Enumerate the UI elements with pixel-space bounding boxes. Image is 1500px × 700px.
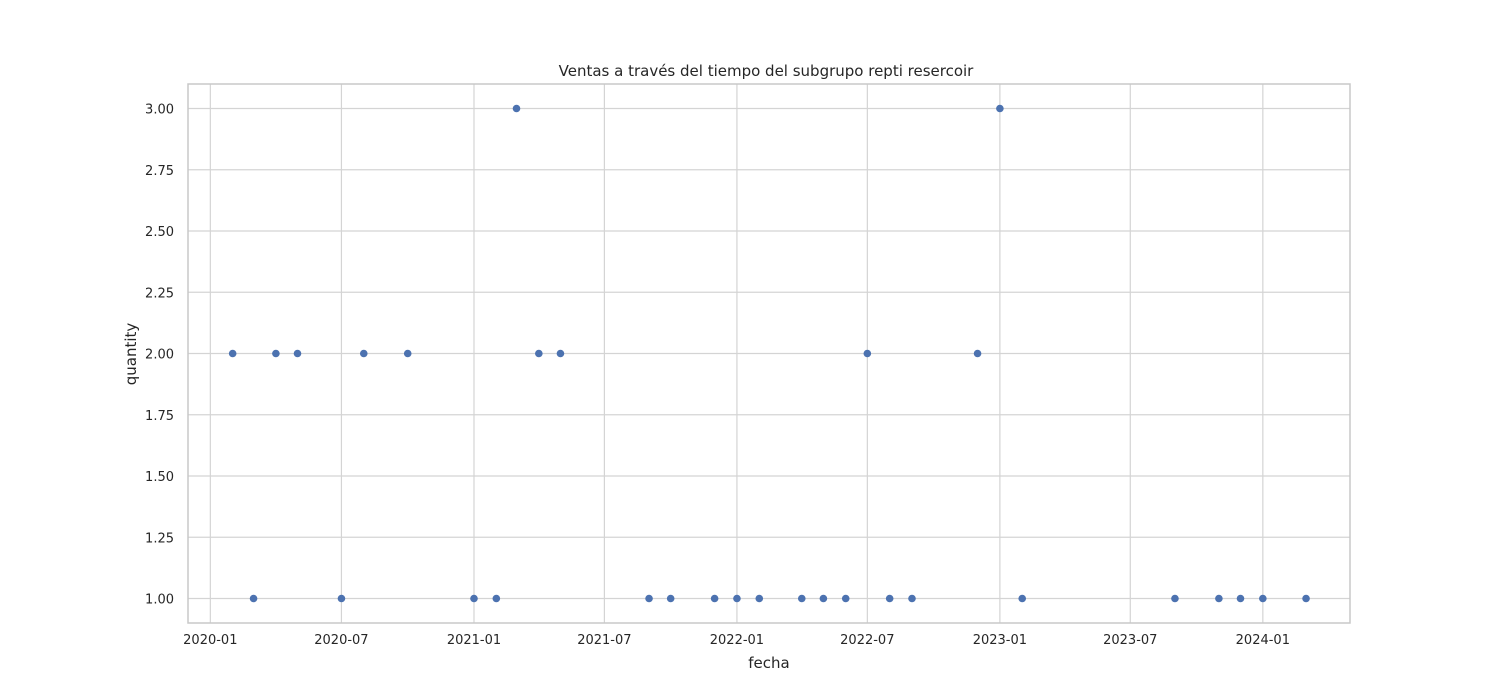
data-point [512,104,521,113]
data-points [228,104,1310,603]
data-point [359,349,368,358]
data-point [645,594,653,603]
data-point [908,594,916,603]
x-tick-label: 2021-07 [577,633,631,648]
x-tick-label: 2020-07 [314,633,368,648]
data-point [293,349,302,358]
data-point [1018,594,1027,603]
data-point [755,594,764,603]
x-axis-label: fecha [748,654,789,672]
x-tick-label: 2023-07 [1103,633,1157,648]
grid-lines [188,84,1350,623]
x-tick-label: 2022-07 [840,633,894,648]
data-point [556,349,565,358]
data-point [973,349,982,358]
data-point [403,349,412,358]
y-tick-label: 1.50 [145,470,174,485]
x-tick-label: 2020-01 [183,633,237,648]
data-point [1215,594,1223,603]
y-tick-label: 2.75 [145,164,174,179]
data-point [535,349,543,358]
data-point [228,349,237,358]
x-tick-label: 2024-01 [1236,633,1290,648]
data-point [797,594,806,603]
x-tick-label: 2023-01 [973,633,1027,648]
y-tick-label: 2.50 [145,225,174,240]
y-tick-label: 2.00 [145,348,174,363]
chart-title: Ventas a través del tiempo del subgrupo … [559,62,975,80]
data-point [492,594,501,603]
data-point [1171,594,1179,603]
x-tick-labels: 2020-01 2020-07 2021-01 2021-07 2022-01 2022-… [183,633,1290,648]
y-tick-label: 1.75 [145,409,174,424]
data-point [337,594,346,603]
data-point [841,594,850,603]
x-tick-label: 2022-01 [710,633,764,648]
data-point [996,104,1004,113]
y-tick-label: 1.00 [145,593,174,608]
data-point [819,594,828,603]
data-point [666,594,675,603]
x-tick-label: 2021-01 [447,633,501,648]
plot-frame [187,83,1351,624]
data-point [710,594,719,603]
data-point [733,594,741,603]
data-point [863,349,872,358]
data-point [1236,594,1245,603]
data-point [1259,594,1267,603]
data-point [885,594,894,603]
y-tick-labels: 1.00 1.25 1.50 1.75 2.00 2.25 2.50 2.75 3.00 [145,103,174,608]
y-tick-label: 2.25 [145,286,174,301]
y-tick-label: 1.25 [145,531,174,546]
y-tick-label: 3.00 [145,103,174,118]
y-axis-label: quantity [122,323,140,386]
data-point [272,349,280,358]
data-point [470,594,478,603]
data-point [1302,594,1310,603]
data-point [249,594,258,603]
